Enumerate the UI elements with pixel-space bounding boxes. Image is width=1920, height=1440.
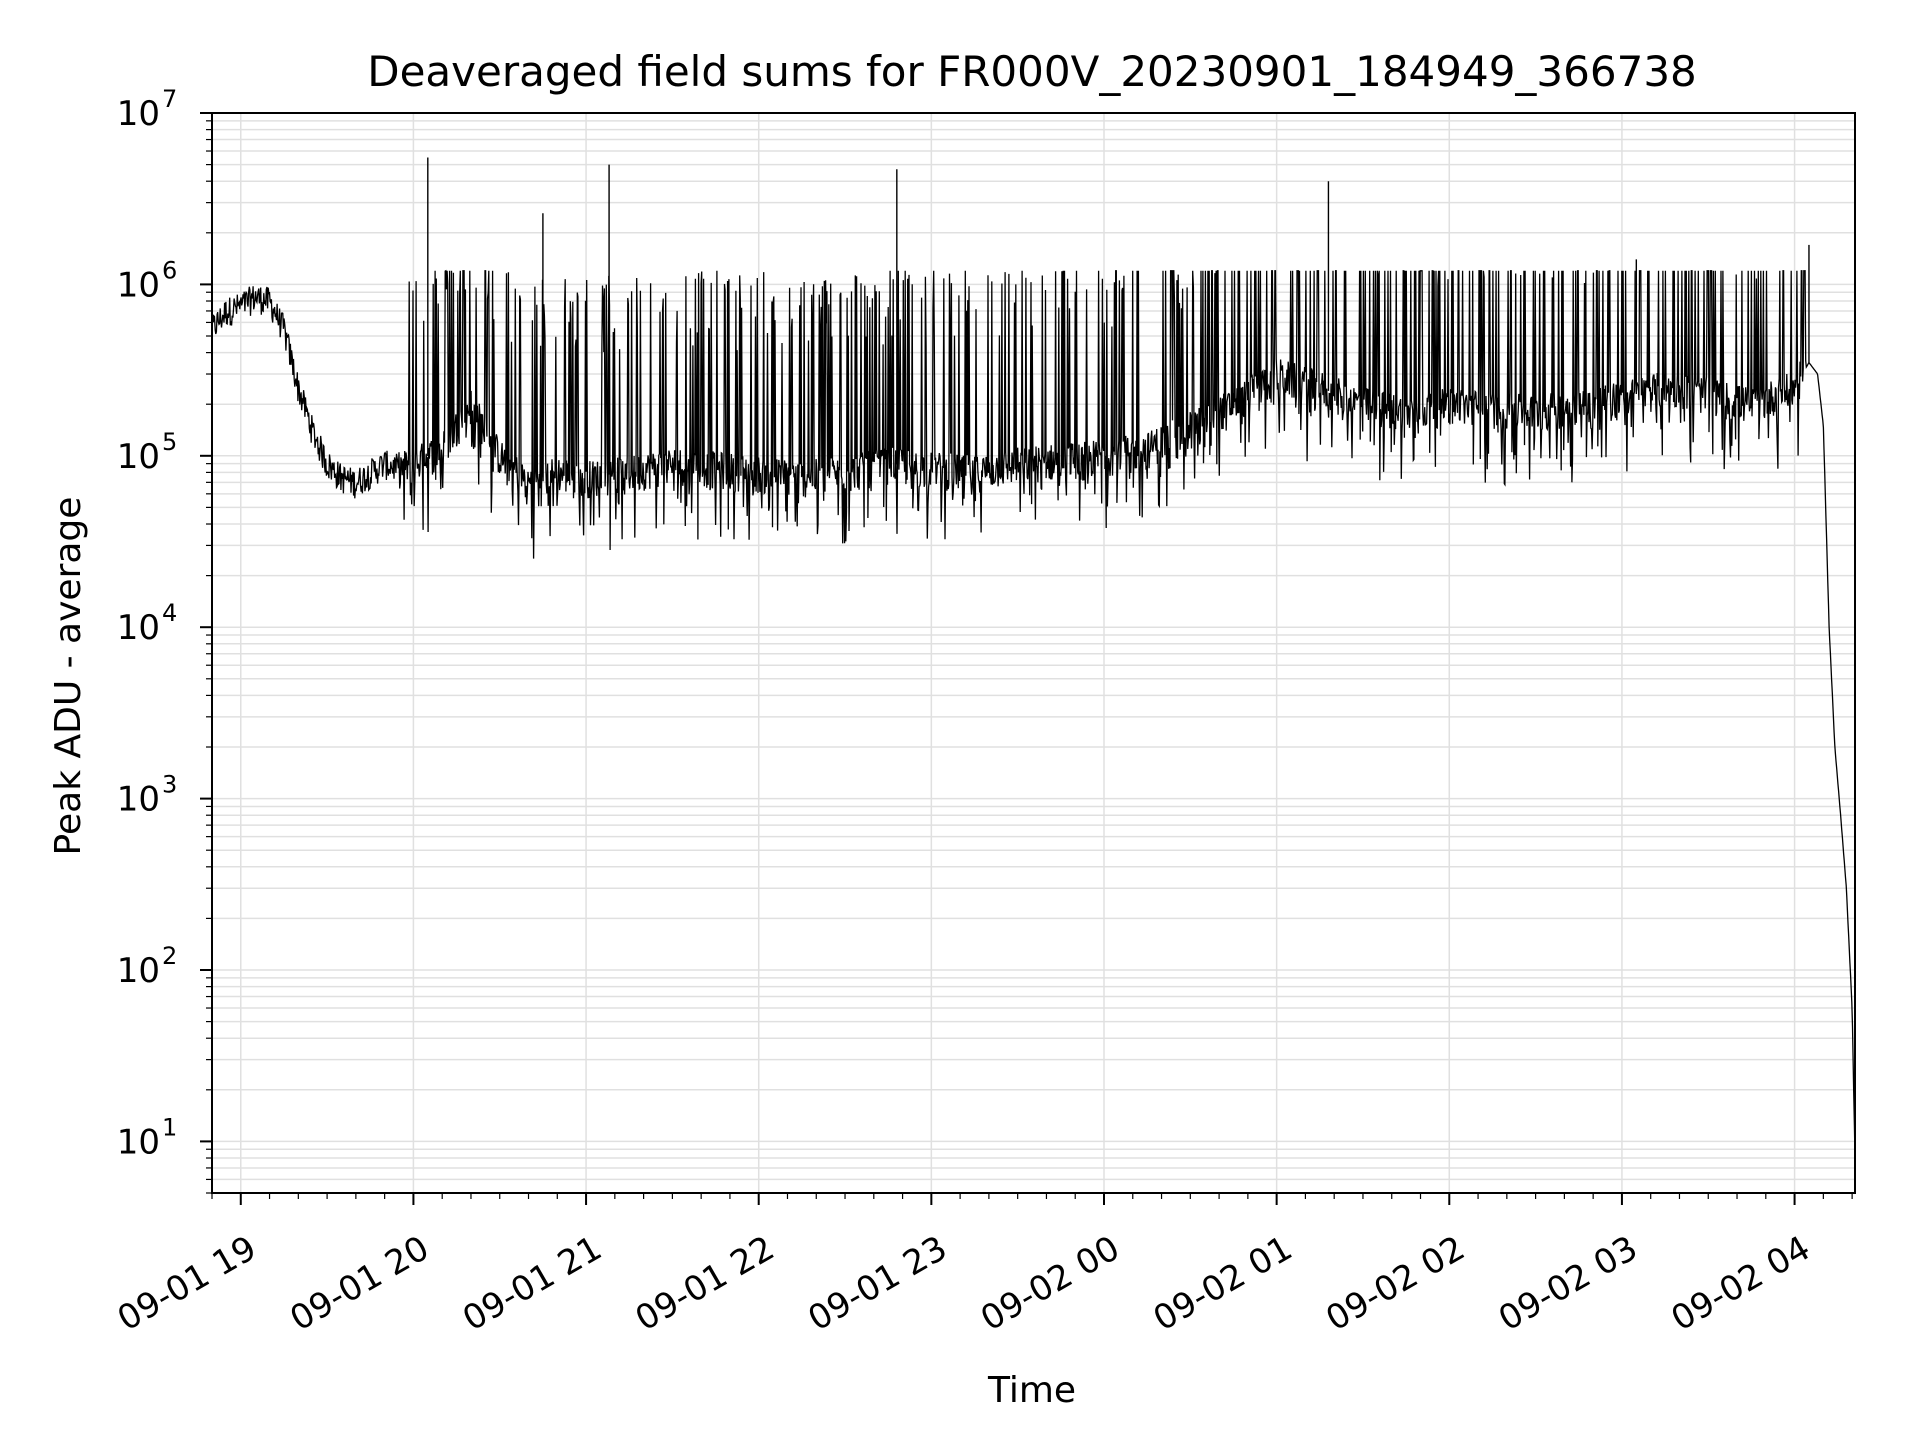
plot-frame (211, 112, 1856, 1194)
series-layer (211, 157, 1856, 1159)
y-tick-exponent: 4 (162, 599, 177, 627)
y-axis-label: Peak ADU - average (48, 497, 89, 856)
y-tick-exponent: 1 (162, 1113, 177, 1141)
y-tick-exponent: 6 (162, 256, 177, 284)
y-tick-exponent: 2 (162, 942, 177, 970)
y-tick-label: 10 (117, 1122, 160, 1162)
y-tick-exponent: 7 (162, 85, 177, 113)
y-tick-label: 10 (117, 437, 160, 477)
y-tick-label: 10 (117, 780, 160, 820)
x-axis-label: Time (987, 1370, 1076, 1411)
y-tick-label: 10 (117, 94, 160, 134)
y-tick-label: 10 (117, 608, 160, 648)
series-line (211, 269, 1856, 1159)
y-tick-exponent: 3 (162, 771, 177, 799)
chart-title: Deaveraged field sums for FR000V_2023090… (367, 47, 1697, 96)
y-tick-exponent: 5 (162, 428, 177, 456)
y-tick-label: 10 (117, 265, 160, 305)
y-tick-label: 10 (117, 951, 160, 991)
